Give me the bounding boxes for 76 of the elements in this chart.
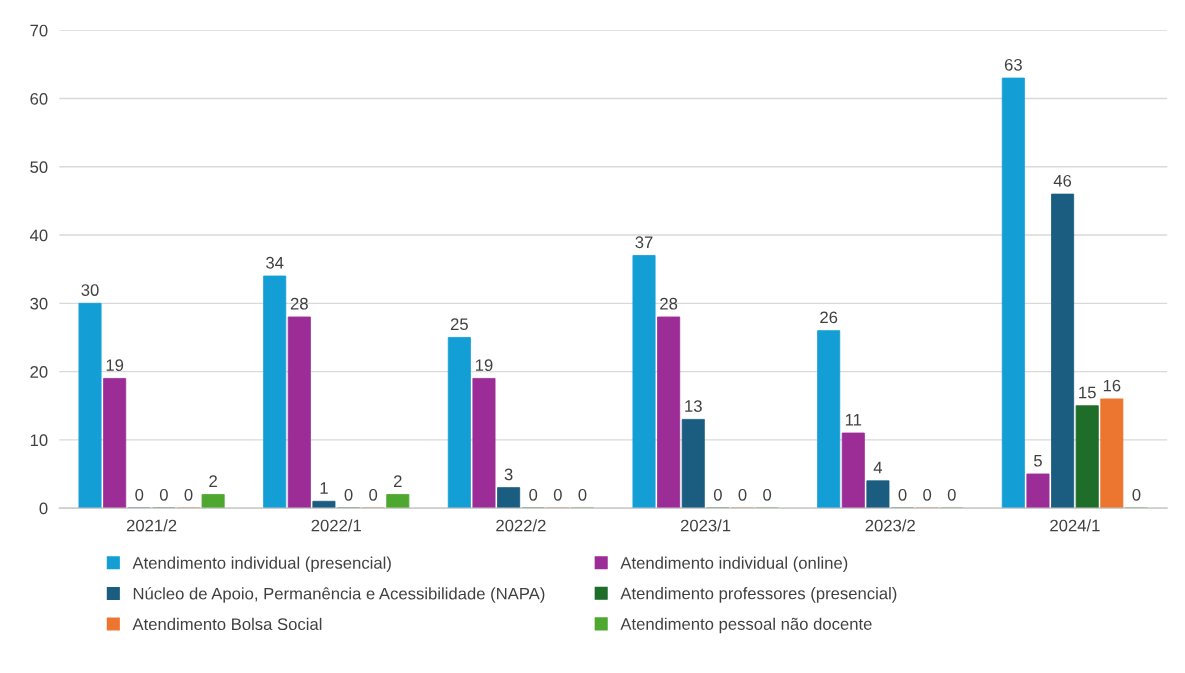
- bar: [497, 487, 521, 509]
- data-label: 46: [1053, 174, 1072, 187]
- data-label: 30: [81, 284, 99, 296]
- data-label: 0: [923, 488, 932, 501]
- data-label: 0: [369, 488, 378, 501]
- data-label: 0: [763, 488, 772, 501]
- data-label: 34: [266, 256, 284, 269]
- data-label: 0: [184, 488, 193, 501]
- data-label: 25: [450, 318, 468, 331]
- bar: [472, 378, 496, 509]
- legend-label: Atendimento individual (presencial): [132, 556, 391, 573]
- legend-label: Atendimento individual (online): [620, 556, 848, 573]
- y-tick-label: 60: [30, 92, 48, 105]
- data-label: 37: [635, 236, 653, 249]
- data-label: 3: [504, 468, 513, 481]
- x-tick-label: 2023/2: [865, 519, 915, 532]
- bar: [1026, 473, 1050, 509]
- bar: [287, 316, 311, 509]
- bar: [817, 330, 841, 509]
- bar: [1001, 77, 1025, 509]
- data-label: 0: [344, 488, 353, 501]
- data-label: 0: [553, 488, 562, 501]
- bar: [201, 494, 225, 509]
- x-tick-label: 2022/2: [496, 519, 546, 532]
- bar: [632, 255, 656, 509]
- x-tick-label: 2021/2: [126, 519, 177, 532]
- data-label: 19: [475, 359, 493, 372]
- data-label: 28: [660, 297, 678, 310]
- data-label: 0: [898, 488, 907, 501]
- data-label: 63: [1004, 58, 1022, 71]
- bar: [866, 480, 890, 509]
- data-label: 2: [209, 475, 217, 487]
- bar: [103, 378, 127, 509]
- data-label: 15: [1079, 386, 1096, 399]
- y-tick-label: 0: [39, 502, 48, 515]
- data-label: 0: [947, 488, 956, 501]
- data-label: 26: [820, 311, 838, 324]
- data-label: 4: [873, 461, 883, 474]
- bar: [657, 316, 681, 509]
- data-label: 13: [685, 400, 702, 412]
- bar: [681, 418, 705, 509]
- y-tick-label: 50: [30, 161, 48, 174]
- y-tick-label: 40: [29, 229, 48, 242]
- bar: [263, 275, 287, 509]
- data-label: 0: [738, 488, 747, 501]
- data-label: 0: [713, 488, 722, 501]
- data-label: 0: [135, 488, 144, 501]
- bar: [841, 432, 865, 509]
- bar: [1051, 193, 1075, 509]
- data-label: 0: [578, 488, 587, 501]
- legend-label: Núcleo de Apoio, Permanência e Acessibilidade (NAPA): [133, 587, 545, 603]
- legend-label: Atendimento pessoal não docente: [620, 617, 872, 634]
- legend-label: Atendimento Bolsa Social: [132, 617, 322, 631]
- x-tick-label: 2022/1: [311, 519, 361, 532]
- bar: [447, 337, 471, 509]
- y-tick-label: 70: [30, 24, 48, 37]
- data-label: 0: [159, 488, 168, 501]
- data-label: 16: [1103, 379, 1121, 392]
- bar: [1075, 405, 1099, 509]
- data-label: 5: [1033, 454, 1042, 467]
- data-label: 11: [845, 414, 862, 426]
- bar: [1100, 398, 1124, 509]
- data-label: 0: [529, 488, 538, 501]
- data-label: 28: [290, 297, 308, 310]
- data-label: 2: [394, 475, 402, 487]
- bar: [78, 302, 102, 509]
- x-tick-label: 2023/1: [680, 519, 731, 532]
- y-tick-label: 10: [30, 434, 48, 447]
- y-tick-label: 30: [30, 297, 48, 310]
- bar: [386, 494, 410, 509]
- data-label: 19: [106, 359, 124, 372]
- y-tick-label: 20: [30, 365, 48, 378]
- legend-label: Atendimento professores (presencial): [620, 587, 897, 603]
- data-label: 0: [1132, 488, 1141, 501]
- x-tick-label: 2024/1: [1050, 519, 1100, 532]
- data-label: 1: [320, 482, 328, 494]
